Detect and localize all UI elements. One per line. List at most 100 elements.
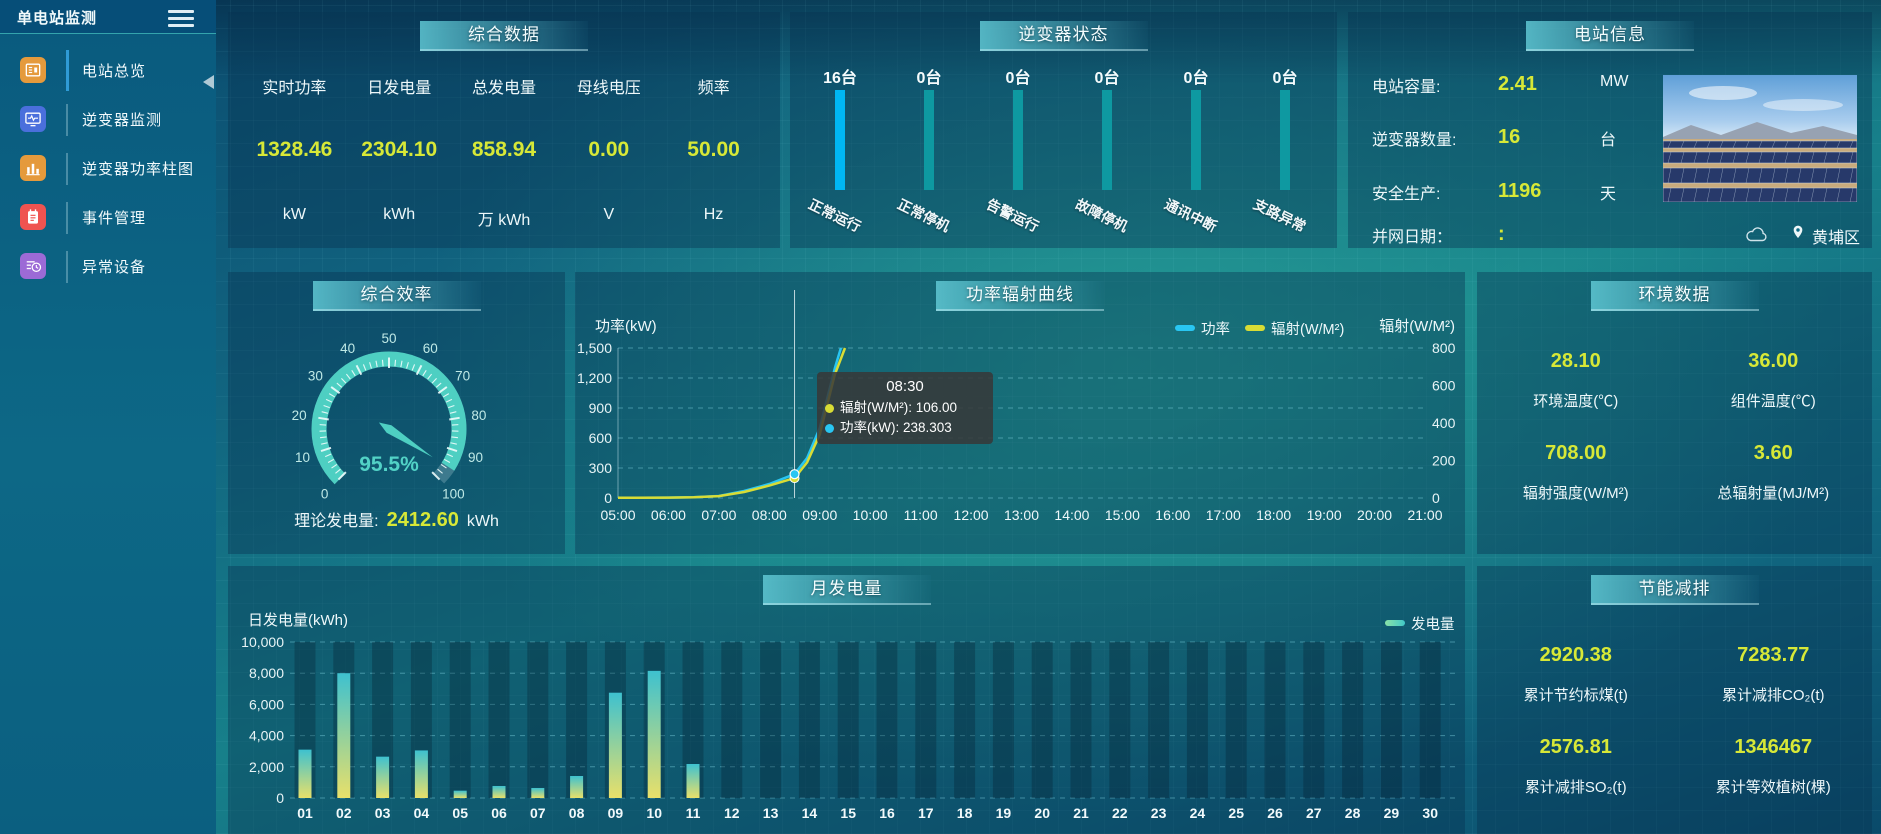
- tooltip-series-text: 功率(kW): 238.303: [840, 420, 952, 435]
- monthly-energy-chart: 10,000 8,000 6,000 4,000 2,000 0 日发电量(kWh) 发电量 0…: [241, 612, 1455, 821]
- weather-cloud-icon[interactable]: [1744, 226, 1770, 244]
- energy-saving-stat-value: 1346467: [1734, 736, 1813, 758]
- svg-text:08: 08: [569, 805, 585, 821]
- status-bar: [924, 90, 934, 190]
- menu-toggle-icon[interactable]: [168, 6, 194, 31]
- panel-station-info: 电站信息 电站容量: 2.41 MW 逆变器数量: 16 台安全生产: 1196 天并网日期：…: [1348, 12, 1872, 248]
- sidebar-item-label: 电站总览: [82, 63, 147, 80]
- svg-text:24: 24: [1190, 805, 1206, 821]
- status-label: 故障停机: [1073, 195, 1131, 235]
- metric-unit: 万 kWh: [477, 212, 531, 229]
- svg-text:09:00: 09:00: [802, 507, 837, 523]
- svg-text:12:00: 12:00: [954, 507, 989, 523]
- status-bar: [1191, 90, 1201, 190]
- svg-text:30: 30: [308, 369, 323, 384]
- tooltip-series-dot: [825, 403, 834, 413]
- inverter-status-item: 16台正常运行: [800, 64, 880, 248]
- sidebar-item-4[interactable]: 事件管理: [0, 193, 216, 242]
- station-info-value: :: [1498, 223, 1505, 245]
- svg-text:21: 21: [1073, 805, 1089, 821]
- svg-text:10,000: 10,000: [241, 634, 284, 650]
- panel-title-energy-saving: 节能减排: [1590, 575, 1759, 605]
- app-title: 单电站监测: [17, 10, 98, 27]
- station-info-row: 安全生产: 1196 天: [1348, 180, 1668, 204]
- environment-stat-value: 28.10: [1550, 350, 1601, 372]
- svg-text:29: 29: [1384, 805, 1400, 821]
- svg-text:17: 17: [918, 805, 934, 821]
- sidebar-item-3[interactable]: 逆变器功率柱图: [0, 144, 216, 193]
- svg-text:辐射(W/M²): 辐射(W/M²): [1379, 318, 1455, 335]
- svg-text:21:00: 21:00: [1407, 507, 1442, 523]
- status-label: 正常运行: [806, 195, 864, 235]
- svg-text:0: 0: [604, 490, 612, 506]
- svg-text:200: 200: [1432, 453, 1456, 469]
- sidebar-collapse-arrow-icon[interactable]: [203, 75, 214, 89]
- inverter-status-item: 0台 支路异常: [1245, 64, 1325, 248]
- panel-efficiency: 综合效率 0 10 20 30 40 50 60 70 80 90 100 95.5% 理论发电量: …: [228, 272, 565, 554]
- summary-metric-3: 总发电量 858.94 万 kWh: [452, 12, 557, 248]
- menu-item-divider: [66, 50, 69, 91]
- metric-value: 0.00: [588, 138, 630, 161]
- svg-text:08:00: 08:00: [752, 507, 787, 523]
- svg-text:40: 40: [340, 341, 355, 356]
- sidebar-item-5[interactable]: 异常设备: [0, 242, 216, 291]
- status-label: 通讯中断: [1162, 195, 1220, 235]
- svg-text:07:00: 07:00: [701, 507, 736, 523]
- tooltip-row: 功率(kW): 238.303: [825, 418, 985, 438]
- svg-text:90: 90: [468, 450, 483, 465]
- svg-text:2,000: 2,000: [249, 759, 284, 775]
- metric-label: 母线电压: [576, 80, 641, 97]
- svg-text:1,200: 1,200: [577, 370, 612, 386]
- svg-text:日发电量(kWh): 日发电量(kWh): [248, 612, 348, 629]
- environment-stat-label: 环境温度(℃): [1533, 393, 1619, 410]
- status-bar: [1102, 90, 1112, 190]
- station-info-value: 1196: [1498, 180, 1542, 202]
- status-label: 告警运行: [984, 195, 1042, 235]
- inverter-count: 16台: [823, 70, 857, 87]
- svg-text:0: 0: [321, 486, 329, 501]
- sidebar-item-1[interactable]: 电站总览: [0, 46, 216, 95]
- svg-text:600: 600: [589, 430, 613, 446]
- inverter-count: 0台: [1183, 70, 1209, 87]
- location-name[interactable]: 黄埔区: [1812, 230, 1861, 247]
- sidebar-item-label: 异常设备: [82, 259, 147, 276]
- svg-text:15: 15: [840, 805, 856, 821]
- svg-text:600: 600: [1432, 378, 1456, 394]
- energy-saving-stat-label: 累计减排CO₂(t): [1722, 687, 1825, 704]
- svg-text:07: 07: [530, 805, 546, 821]
- metric-label: 日发电量: [367, 80, 432, 97]
- svg-text:15:00: 15:00: [1105, 507, 1140, 523]
- svg-text:20: 20: [292, 408, 307, 423]
- environment-stat-label: 总辐射量(MJ/M²): [1717, 485, 1830, 502]
- sidebar-item-2[interactable]: 逆变器监测: [0, 95, 216, 144]
- tooltip-row: 辐射(W/M²): 106.00: [825, 398, 985, 418]
- menu-item-divider: [66, 153, 68, 185]
- sidebar-item-label: 事件管理: [82, 210, 147, 227]
- station-info-row: 逆变器数量: 16 台: [1348, 126, 1668, 150]
- svg-text:95.5%: 95.5%: [359, 453, 419, 476]
- menu-item-divider: [66, 104, 68, 136]
- power-barchart-icon: [20, 155, 46, 181]
- sidebar-menu: 电站总览逆变器监测 逆变器功率柱图事件管理异常设备: [0, 46, 216, 291]
- svg-text:300: 300: [589, 460, 613, 476]
- environment-stat-label: 组件温度(℃): [1730, 393, 1816, 410]
- inverter-count: 0台: [916, 70, 942, 87]
- svg-text:13: 13: [763, 805, 779, 821]
- svg-text:8,000: 8,000: [249, 665, 284, 681]
- svg-text:0: 0: [276, 790, 284, 806]
- svg-text:04: 04: [414, 805, 430, 821]
- station-info-unit: MW: [1600, 73, 1629, 90]
- panel-title-environment: 环境数据: [1590, 281, 1759, 311]
- svg-text:22: 22: [1112, 805, 1128, 821]
- location-pin-icon[interactable]: [1790, 222, 1806, 242]
- chart-tooltip: 08:30 辐射(W/M²): 106.00 功率(kW): 238.303: [817, 372, 993, 444]
- svg-text:03: 03: [375, 805, 391, 821]
- status-bar: [1013, 90, 1023, 190]
- svg-text:05: 05: [452, 805, 468, 821]
- energy-saving-stat-label: 累计减排SO₂(t): [1524, 779, 1627, 796]
- station-info-unit: 天: [1600, 186, 1617, 203]
- svg-text:100: 100: [442, 486, 465, 501]
- svg-text:01: 01: [297, 805, 313, 821]
- svg-text:4,000: 4,000: [249, 728, 284, 744]
